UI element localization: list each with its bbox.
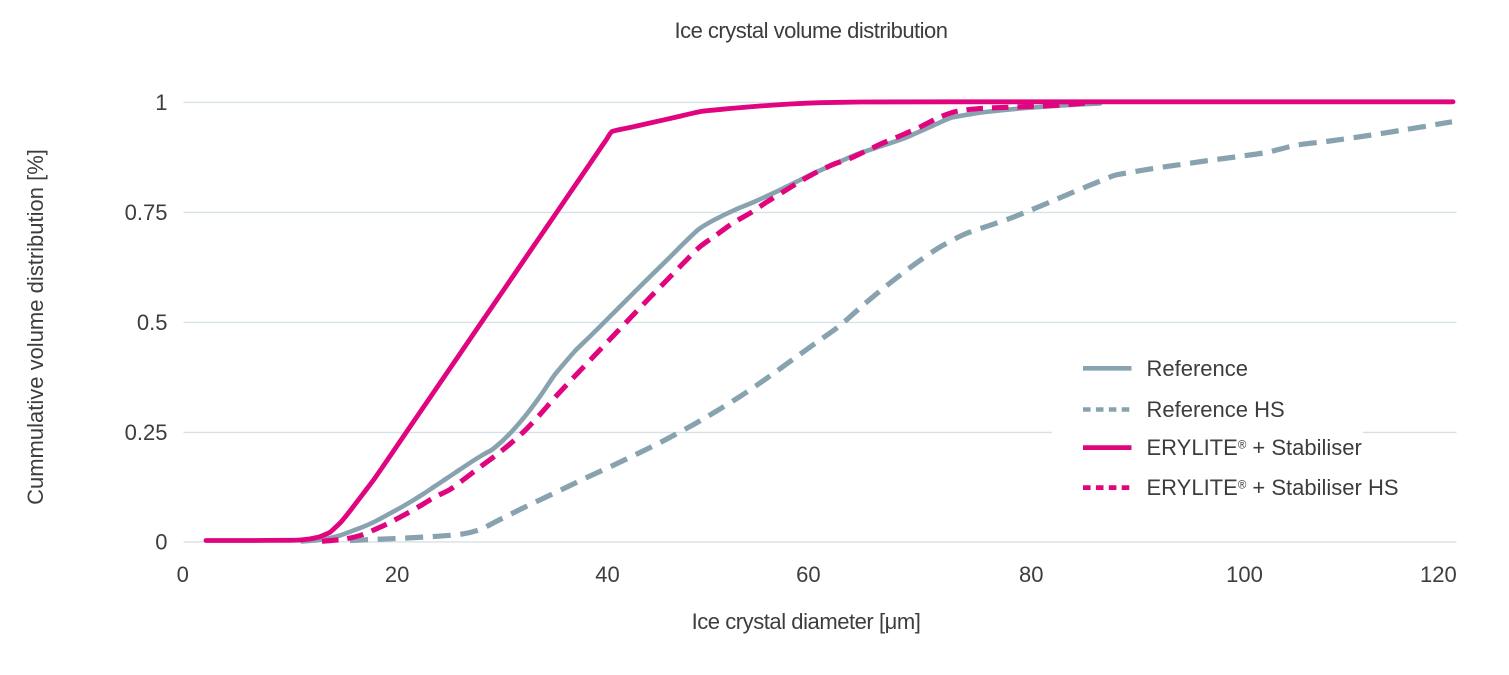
svg-text:0.75: 0.75 (125, 200, 168, 225)
svg-text:20: 20 (385, 562, 409, 587)
svg-text:0.5: 0.5 (137, 310, 168, 335)
svg-text:80: 80 (1019, 562, 1043, 587)
svg-text:60: 60 (796, 562, 820, 587)
svg-text:Reference HS: Reference HS (1147, 397, 1285, 422)
svg-text:0: 0 (177, 562, 189, 587)
svg-text:ERYLITE® + Stabiliser HS: ERYLITE® + Stabiliser HS (1147, 475, 1399, 500)
svg-text:0.25: 0.25 (125, 420, 168, 445)
svg-text:Ice crystal diameter [μm]: Ice crystal diameter [μm] (692, 609, 921, 634)
svg-text:40: 40 (595, 562, 619, 587)
svg-text:Reference: Reference (1147, 356, 1249, 381)
svg-text:100: 100 (1226, 562, 1263, 587)
svg-text:ERYLITE® + Stabiliser: ERYLITE® + Stabiliser (1147, 435, 1362, 460)
svg-text:Cummulative volume distributio: Cummulative volume distribution [%] (23, 149, 48, 505)
svg-text:Ice crystal volume distributio: Ice crystal volume distribution (674, 18, 947, 43)
svg-text:0: 0 (155, 530, 167, 555)
svg-text:120: 120 (1420, 562, 1457, 587)
svg-text:1: 1 (155, 90, 167, 115)
